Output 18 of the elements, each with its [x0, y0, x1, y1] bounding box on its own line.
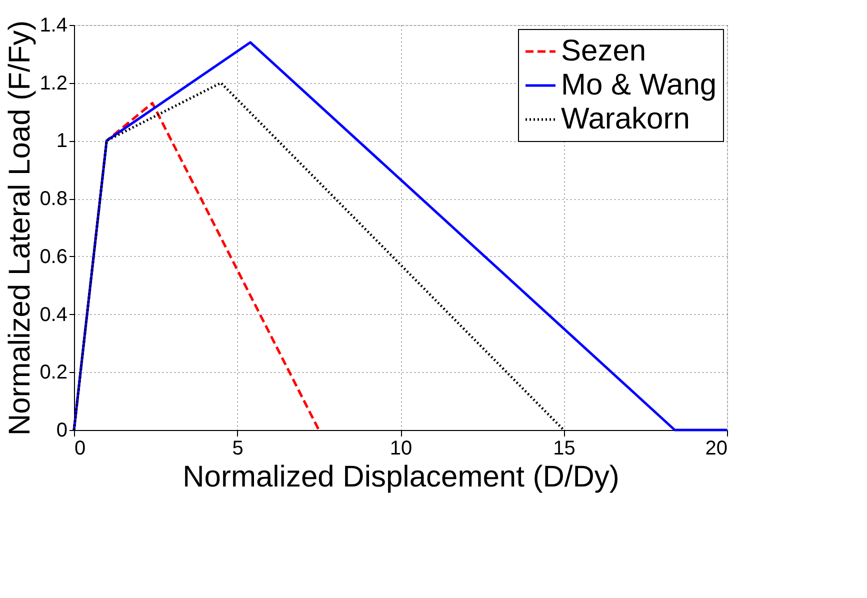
- legend-label: Warakorn: [561, 102, 690, 136]
- y-tick-label: 1.4: [40, 14, 68, 36]
- y-tick-label: 0: [56, 420, 68, 442]
- legend-label: Sezen: [561, 34, 646, 68]
- y-tick-label: 0.8: [40, 188, 68, 210]
- x-tick-label: 10: [390, 438, 412, 460]
- y-tick-label: 0.4: [40, 304, 68, 326]
- y-tick-label: 0.6: [40, 246, 68, 268]
- y-axis-title: Normalized Lateral Load (F/Fy): [4, 20, 37, 436]
- x-tick-label: 20: [705, 438, 728, 460]
- legend-label: Mo & Wang: [561, 68, 717, 102]
- x-tick-label: 0: [74, 438, 86, 460]
- y-tick-label: 1.2: [40, 72, 68, 94]
- x-tick-label: 5: [232, 438, 244, 460]
- x-tick-label: 15: [553, 438, 576, 460]
- x-axis-title: Normalized Displacement (D/Dy): [182, 460, 620, 494]
- y-tick-label: 0.2: [40, 362, 68, 384]
- y-tick-label: 1: [56, 130, 68, 152]
